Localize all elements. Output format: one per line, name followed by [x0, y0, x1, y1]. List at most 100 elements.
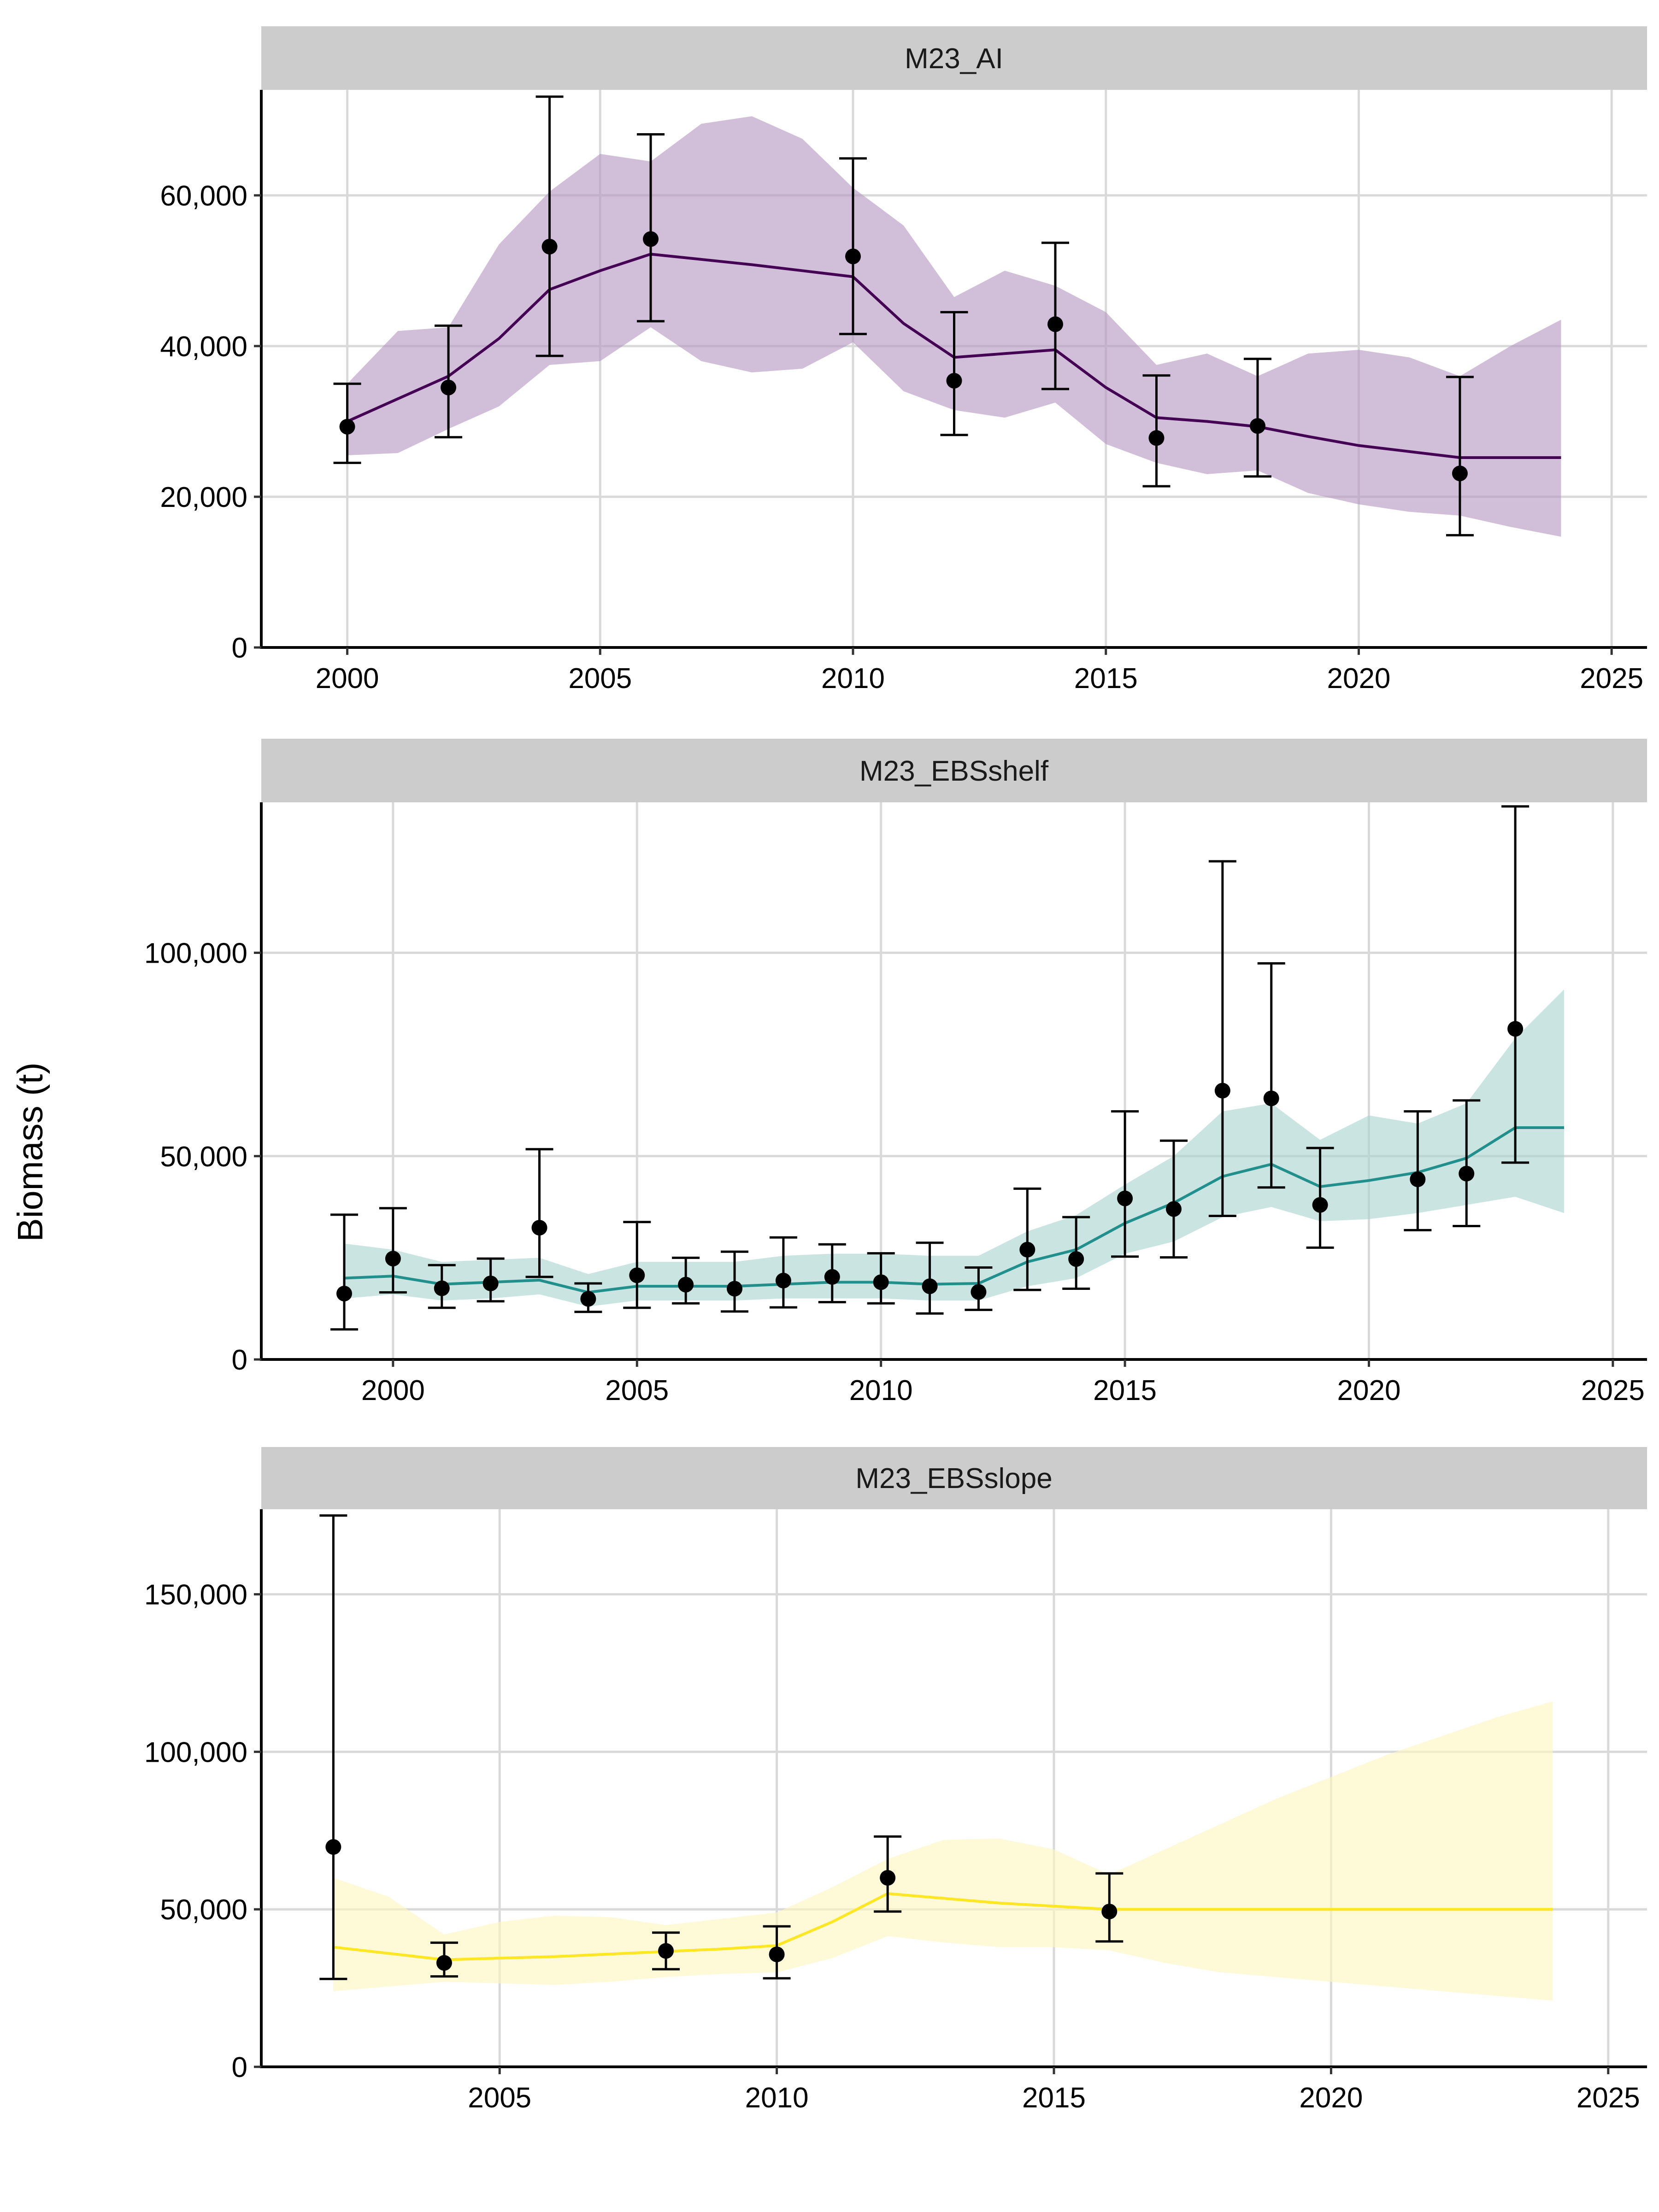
- y-tick-label-ai-1: 20,000: [160, 482, 247, 513]
- observation-ebsshelf-0: [330, 1213, 358, 1331]
- x-tick-label-ai-2: 2010: [821, 663, 885, 694]
- data-point-ebsshelf-18: [1214, 1082, 1230, 1099]
- x-tick-label-ebsshelf-0: 2000: [361, 1375, 425, 1406]
- data-point-ebsshelf-1: [385, 1251, 401, 1267]
- y-tick-label-ebsslope-0: 0: [232, 2052, 247, 2083]
- plot-area-ebsslope: 2005 2010 2015 2020 2025 0 50,000 100,000 150,00…: [144, 1509, 1647, 2114]
- panel-ebsslope: M23_EBSslope 2005 2010 2015 2020 2025 0 50,000…: [144, 1447, 1647, 2114]
- observation-ebsslope-4: [874, 1835, 902, 1913]
- data-point-ai-7: [1148, 430, 1165, 446]
- data-point-ebsshelf-21: [1410, 1171, 1426, 1188]
- data-point-ebsshelf-4: [531, 1220, 547, 1236]
- x-tick-label-ebsshelf-4: 2020: [1337, 1375, 1401, 1406]
- data-point-ai-8: [1249, 418, 1265, 434]
- x-tick-label-ebsslope-1: 2010: [745, 2082, 809, 2114]
- data-point-ai-5: [946, 373, 962, 389]
- data-point-ebsshelf-7: [678, 1277, 694, 1293]
- data-point-ebsshelf-13: [971, 1284, 987, 1300]
- x-tick-label-ebsshelf-5: 2025: [1581, 1375, 1645, 1406]
- observation-ebsshelf-13: [965, 1266, 993, 1311]
- y-tick-label-ai-3: 60,000: [160, 180, 247, 212]
- observation-ai-4: [839, 157, 867, 335]
- data-point-ebsslope-2: [658, 1943, 674, 1959]
- data-point-ebsshelf-16: [1117, 1190, 1133, 1206]
- data-point-ebsshelf-8: [727, 1281, 743, 1297]
- observation-ebsshelf-1: [379, 1207, 407, 1294]
- observation-ebsshelf-10: [818, 1243, 846, 1304]
- data-point-ai-6: [1047, 316, 1063, 332]
- observation-ebsslope-2: [652, 1931, 680, 1971]
- data-point-ebsshelf-14: [1019, 1241, 1035, 1258]
- data-point-ai-3: [643, 231, 659, 247]
- data-point-ebsslope-0: [325, 1839, 341, 1855]
- data-point-ai-9: [1452, 465, 1468, 482]
- x-tick-label-ebsslope-4: 2025: [1577, 2082, 1640, 2114]
- data-point-ebsshelf-10: [824, 1269, 840, 1285]
- observation-ebsslope-1: [430, 1941, 458, 1978]
- plot-area-ai: 2000 2005 2010 2015 2020 2025 0 20,000 40,000 60,…: [160, 90, 1647, 694]
- x-tick-label-ebsslope-3: 2020: [1299, 2082, 1363, 2114]
- y-tick-label-ebsshelf-1: 50,000: [160, 1141, 247, 1173]
- y-axis-label: Biomass (t): [11, 1062, 50, 1241]
- y-tick-label-ai-0: 0: [232, 632, 247, 664]
- observation-ebsshelf-23: [1501, 805, 1530, 1164]
- x-tick-label-ai-4: 2020: [1327, 663, 1390, 694]
- data-point-ebsshelf-17: [1165, 1201, 1182, 1217]
- y-tick-label-ebsshelf-2: 100,000: [144, 938, 247, 970]
- data-point-ai-1: [441, 379, 457, 395]
- observation-ai-2: [535, 95, 564, 357]
- x-tick-label-ebsshelf-1: 2005: [605, 1375, 669, 1406]
- data-point-ebsshelf-5: [580, 1291, 596, 1307]
- estimate-line-ebsshelf: [344, 1126, 1565, 1294]
- estimate-line-ebsslope: [333, 1892, 1553, 1961]
- observation-ai-8: [1243, 358, 1271, 478]
- x-tick-label-ai-1: 2005: [568, 663, 632, 694]
- data-point-ai-0: [339, 418, 355, 435]
- strip-title-ai: M23_AI: [905, 43, 1003, 75]
- data-point-ebsshelf-11: [873, 1274, 889, 1290]
- observation-ebsshelf-4: [525, 1148, 553, 1278]
- x-tick-label-ebsslope-0: 2005: [468, 2082, 531, 2114]
- data-point-ebsshelf-9: [775, 1272, 791, 1288]
- observation-ai-9: [1446, 376, 1474, 536]
- observation-ai-0: [333, 382, 361, 464]
- panel-ebsshelf: M23_EBSshelf 2000 2005 2010 2015 2020 2025 0 50…: [144, 739, 1647, 1406]
- observation-ebsshelf-2: [428, 1264, 456, 1309]
- observation-ai-7: [1142, 374, 1171, 488]
- observation-ai-5: [940, 311, 968, 436]
- data-point-ebsshelf-3: [482, 1275, 499, 1291]
- data-point-ebsshelf-12: [922, 1278, 938, 1294]
- observation-ai-1: [435, 324, 463, 439]
- strip-title-ebsslope: M23_EBSslope: [855, 1463, 1052, 1494]
- data-point-ebsshelf-20: [1312, 1197, 1328, 1213]
- x-tick-label-ebsshelf-3: 2015: [1093, 1375, 1157, 1406]
- observation-ebsshelf-18: [1208, 860, 1236, 1217]
- observation-ebsshelf-22: [1453, 1099, 1481, 1228]
- observation-ebsshelf-20: [1306, 1147, 1334, 1249]
- observation-ebsshelf-7: [672, 1256, 700, 1305]
- data-point-ebsshelf-6: [629, 1267, 645, 1283]
- y-tick-label-ebsslope-2: 100,000: [144, 1736, 247, 1768]
- observation-ebsshelf-15: [1062, 1216, 1090, 1290]
- data-point-ebsshelf-19: [1263, 1090, 1279, 1106]
- y-tick-label-ebsslope-1: 50,000: [160, 1894, 247, 1926]
- y-tick-label-ebsshelf-0: 0: [232, 1344, 247, 1376]
- strip-background-ebsshelf: [261, 739, 1647, 802]
- observation-ebsshelf-6: [623, 1221, 651, 1309]
- data-point-ebsslope-3: [769, 1946, 785, 1962]
- observation-ebsshelf-5: [574, 1282, 602, 1313]
- x-tick-label-ebsshelf-2: 2010: [849, 1375, 913, 1406]
- x-tick-label-ai-3: 2015: [1074, 663, 1138, 694]
- data-point-ai-4: [845, 248, 861, 265]
- observation-ebsshelf-19: [1257, 962, 1285, 1189]
- observation-ai-6: [1041, 241, 1069, 390]
- observation-ebsshelf-9: [769, 1236, 797, 1309]
- data-point-ebsshelf-15: [1068, 1251, 1084, 1267]
- observation-ebsshelf-14: [1013, 1187, 1041, 1291]
- observation-ebsslope-0: [319, 1514, 347, 1980]
- observation-ebsshelf-17: [1159, 1139, 1188, 1259]
- observation-ebsslope-3: [763, 1925, 791, 1980]
- panel-ai: M23_AI 2000 2005 2010 2015 2020 2025 0 20,000 40…: [160, 26, 1647, 694]
- data-point-ebsslope-5: [1101, 1903, 1118, 1919]
